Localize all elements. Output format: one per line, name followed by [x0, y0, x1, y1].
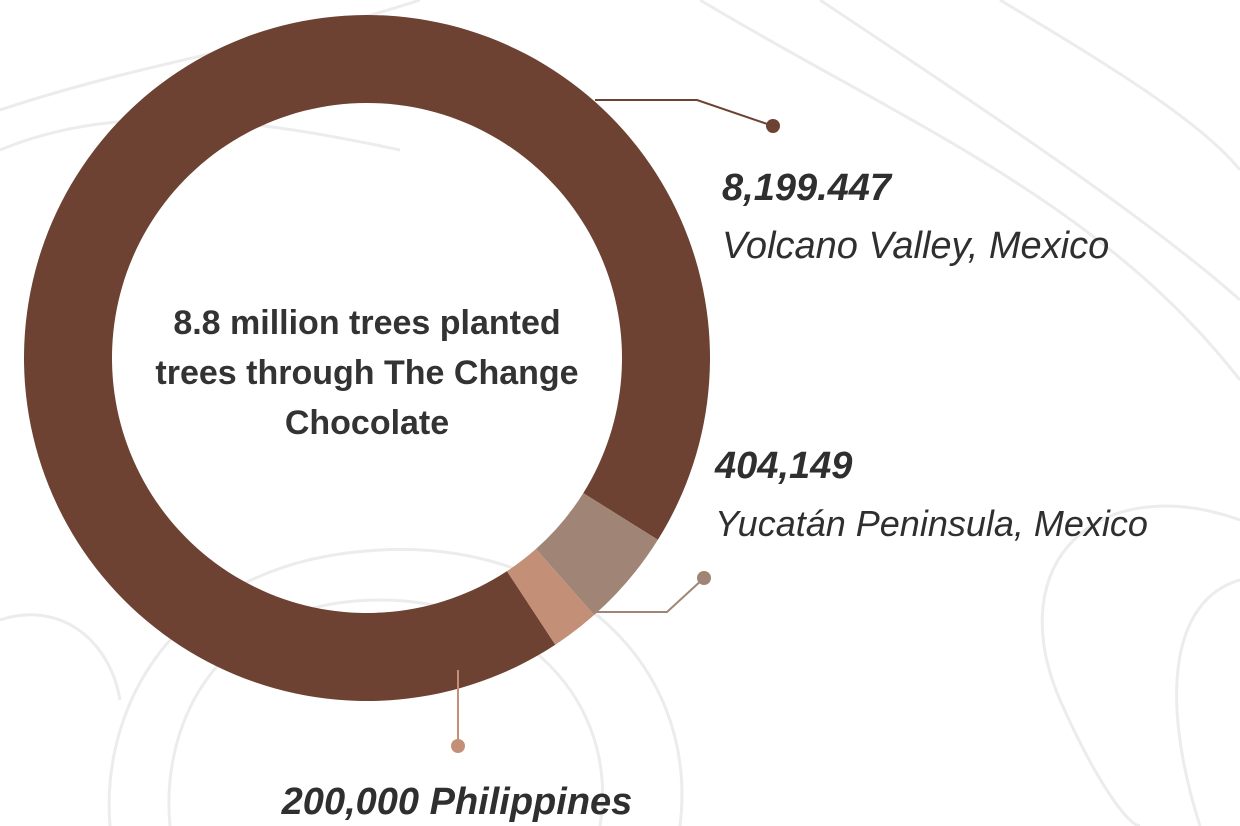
leader-dot — [766, 119, 780, 133]
leader-dot — [451, 739, 465, 753]
value-label: 8,199.447 — [722, 167, 893, 209]
donut-segment — [535, 493, 658, 615]
value-label: 404,149 — [714, 445, 852, 487]
donut-segment — [506, 549, 595, 645]
category-label: Yucatán Peninsula, Mexico — [715, 503, 1148, 544]
leader-line — [595, 577, 705, 613]
category-label: Volcano Valley, Mexico — [722, 225, 1109, 267]
value-label: 200,000 — [281, 781, 419, 823]
leader-dot — [697, 571, 711, 585]
leader-line — [595, 99, 774, 127]
segment-label: 200,000 Philippines — [281, 781, 633, 823]
center-text: 8.8 million trees planted trees through … — [155, 304, 579, 442]
category-label: Philippines — [430, 781, 633, 823]
